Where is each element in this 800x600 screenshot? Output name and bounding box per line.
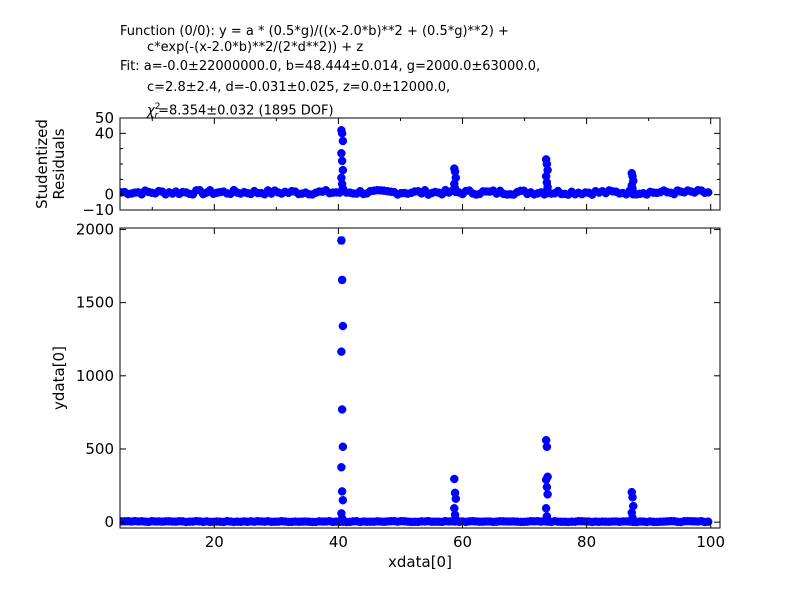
fit-function-line-1: Function (0/0): y = a * (0.5*g)/((x-2.0*… bbox=[120, 24, 509, 39]
residual-ytick-label: 40 bbox=[95, 124, 114, 142]
main-peak-point bbox=[337, 236, 346, 245]
main-peak-2 bbox=[450, 474, 461, 526]
main-peak-tail-point bbox=[338, 515, 347, 524]
residual-baseline-points bbox=[120, 185, 713, 199]
residual-peak-tail-point bbox=[628, 186, 637, 195]
residual-peak-point bbox=[338, 165, 348, 175]
main-peak-point bbox=[543, 490, 552, 499]
main-peak-point bbox=[628, 493, 637, 502]
main-xtick-label: 100 bbox=[696, 533, 725, 551]
main-peak-4 bbox=[627, 487, 638, 526]
main-peak-point bbox=[450, 474, 459, 484]
residual-baseline-point bbox=[703, 188, 713, 197]
residual-peak-3 bbox=[541, 155, 552, 195]
chi-value: =8.354±0.032 (1895 DOF) bbox=[158, 103, 334, 119]
residual-peak-tail-point bbox=[338, 186, 347, 195]
fit-info-header: Function (0/0): y = a * (0.5*g)/((x-2.0*… bbox=[0, 0, 800, 121]
main-plot-area bbox=[120, 236, 713, 527]
residual-peak-point bbox=[338, 136, 348, 146]
main-ylabel-line: ydata[0] bbox=[50, 346, 68, 410]
chi-superscript: 2 bbox=[154, 102, 161, 112]
residual-peak-point bbox=[337, 149, 346, 158]
main-peak-point bbox=[337, 347, 346, 356]
residual-peak-2 bbox=[450, 164, 461, 195]
residual-peak-point bbox=[337, 156, 347, 166]
main-peak-point bbox=[542, 482, 552, 492]
residual-ytick-label: −10 bbox=[82, 201, 114, 219]
main-xtick-label: 60 bbox=[453, 533, 472, 551]
main-peak-point bbox=[541, 503, 551, 513]
main-baseline-points bbox=[120, 516, 713, 527]
main-peak-point bbox=[338, 442, 348, 452]
main-peak-point bbox=[338, 495, 348, 505]
main-peak-point bbox=[337, 405, 347, 414]
main-peak-point bbox=[338, 321, 348, 331]
residual-peak-tail-point bbox=[542, 186, 551, 195]
main-peak-point bbox=[337, 463, 346, 472]
residual-ylabel-line: Residuals bbox=[50, 128, 68, 199]
residual-ylabel-line: Studentized bbox=[33, 119, 51, 209]
main-peak-tail-point bbox=[542, 512, 551, 521]
fit-function-line-2: c*exp(-(x-2.0*b)**2/(2*d**2)) + z bbox=[147, 40, 364, 55]
main-peak-point bbox=[542, 442, 552, 452]
main-peak-3 bbox=[541, 435, 552, 526]
main-xlabel: xdata[0] bbox=[388, 553, 452, 571]
residual-peak-4 bbox=[627, 168, 638, 195]
fit-params-line-2: c=2.8±2.4, d=-0.031±0.025, z=0.0±12000.0… bbox=[147, 80, 451, 95]
main-ytick-label: 500 bbox=[85, 440, 114, 458]
chi-symbol: χ bbox=[147, 103, 155, 119]
main-ytick-label: 0 bbox=[104, 513, 114, 531]
main-peak-tail-point bbox=[451, 515, 460, 524]
main-panel: 20 40 60 80 1000500100015002000ydata[0]xdata… bbox=[50, 220, 725, 571]
main-peak-1 bbox=[337, 236, 348, 526]
residual-ytick-label: 50 bbox=[95, 109, 114, 127]
main-peak-point bbox=[337, 487, 347, 496]
residual-ylabel: StudentizedResiduals bbox=[33, 119, 68, 209]
fit-params-line-1: Fit: a=-0.0±22000000.0, b=48.444±0.014, … bbox=[120, 59, 541, 74]
chi-subscript: r bbox=[154, 110, 159, 121]
main-peak-point bbox=[541, 475, 551, 484]
main-ytick-label: 1000 bbox=[76, 367, 114, 385]
main-peak-point bbox=[451, 494, 461, 503]
main-peak-tail-point bbox=[628, 514, 637, 523]
residual-plot-area bbox=[120, 126, 713, 199]
main-axes-frame bbox=[119, 227, 721, 529]
main-ytick-label: 2000 bbox=[76, 220, 114, 238]
main-ytick-label: 1500 bbox=[76, 294, 114, 312]
main-xtick-label: 80 bbox=[577, 533, 596, 551]
residual-peak-1 bbox=[337, 126, 348, 195]
main-xtick-label: 20 bbox=[205, 533, 224, 551]
main-peak-point bbox=[337, 275, 347, 285]
main-xtick-label: 40 bbox=[329, 533, 348, 551]
residual-peak-point bbox=[337, 129, 347, 138]
fit-chi-squared: χ2r=8.354±0.032 (1895 DOF) bbox=[147, 99, 334, 124]
main-ylabel: ydata[0] bbox=[50, 346, 68, 410]
residual-ytick-label: 0 bbox=[104, 186, 114, 204]
residual-peak-tail-point bbox=[451, 186, 460, 195]
